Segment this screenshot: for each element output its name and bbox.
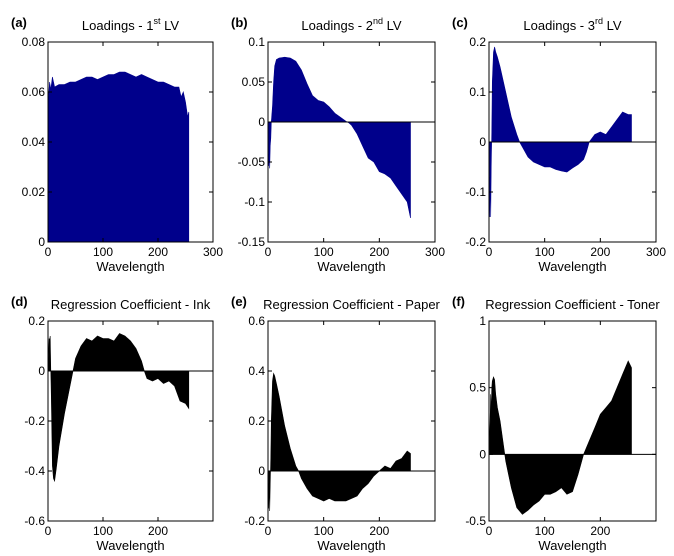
x-tick-label: 200 [590,245,610,259]
y-tick-label: 0.4 [248,364,265,378]
y-tick-label: -0.6 [24,514,45,528]
y-tick-label: -0.2 [24,414,45,428]
panel-b: 0 100 200 300 -0.15 -0.1 -0.05 0 0.05 0.1 Waveleng… [231,15,445,274]
panel-e: 0 100 200-0.200.20.40.6WavelengthRegressio… [231,294,441,553]
panel-title-main: Loadings - 2 [301,18,373,33]
panel-c: 0 100 200 300 -0.2 -0.1 0 0.1 0.2 Wavelength Loadi… [452,15,666,274]
y-tick-label: 0.1 [469,85,486,99]
panel-title-end: LV [161,18,180,33]
x-tick-label: 300 [425,245,445,259]
x-tick-label: 0 [265,524,272,538]
x-axis-label: Wavelength [317,259,385,274]
panel-d: 0 100 200 -0.6 -0.4 -0.2 0 0.2 Wavelength Regress… [11,294,214,553]
y-tick-label: 0 [38,364,45,378]
y-tick-label: 0.2 [28,314,45,328]
panel-title-sup: st [153,16,161,26]
x-tick-label: 0 [45,524,52,538]
y-tick-label: -0.2 [465,235,486,249]
y-tick-label: -0.1 [465,185,486,199]
y-tick-label: 0.2 [469,35,486,49]
x-tick-label: 100 [535,524,555,538]
x-tick-label: 100 [535,245,555,259]
y-tick-label: 0 [38,235,45,249]
series-area [489,46,632,218]
panel-label: (a) [11,15,27,30]
x-tick-label: 300 [646,245,666,259]
x-axis-label: Wavelength [96,259,164,274]
x-tick-label: 200 [148,245,168,259]
y-tick-label: 0.02 [22,185,46,199]
panel-label: (d) [11,294,28,309]
x-tick-label: 200 [369,524,389,538]
series-area [48,333,190,483]
axes-frame [488,320,657,522]
y-tick-label: 0.06 [22,85,46,99]
x-axis-label: Wavelength [538,538,606,553]
y-tick-label: 0 [479,135,486,149]
y-tick-label: 0.08 [22,35,46,49]
y-tick-label: 0 [479,447,486,461]
panel-title: Loadings - 1st LV [82,16,179,33]
x-tick-label: 0 [45,245,52,259]
panel-title-sup: nd [373,16,383,26]
panel-label: (e) [231,294,247,309]
y-tick-label: 0.1 [248,35,265,49]
panel-title-end: LV [603,18,622,33]
series-area [268,56,411,219]
x-tick-label: 100 [93,245,113,259]
panel-label: (f) [452,294,465,309]
panel-label: (b) [231,15,248,30]
panel-title: Loadings - 2nd LV [301,16,401,33]
panel-title-main: Regression Coefficient - Ink [51,297,211,312]
panel-label: (c) [452,15,468,30]
series-area [268,372,411,512]
panel-title-main: Loadings - 3 [523,18,595,33]
y-tick-label: -0.5 [465,514,486,528]
panel-title-end: LV [383,18,402,33]
axes-frame [267,41,436,243]
x-tick-label: 200 [590,524,610,538]
x-tick-label: 0 [486,245,493,259]
panel-a: 0 100 200 300 0 0.02 0.04 0.06 0.08 Wavelength Loa… [11,15,223,274]
panel-title-main: Regression Coefficient - Toner [485,297,660,312]
x-tick-label: 100 [314,524,334,538]
series-area [489,360,632,515]
x-tick-label: 0 [265,245,272,259]
x-tick-label: 200 [148,524,168,538]
x-tick-label: 200 [369,245,389,259]
x-axis-label: Wavelength [317,538,385,553]
series-area [48,71,190,243]
panel-title: Regression Coefficient - Ink [51,297,211,312]
x-tick-label: 0 [486,524,493,538]
panel-title: Loadings - 3rd LV [523,16,621,33]
y-tick-label: -0.15 [238,235,266,249]
y-tick-label: -0.05 [238,155,266,169]
y-tick-label: 0 [258,115,265,129]
x-axis-label: Wavelength [96,538,164,553]
panel-title: Regression Coefficient - Toner [485,297,660,312]
y-tick-label: 0.2 [248,414,265,428]
x-axis-label: Wavelength [538,259,606,274]
x-tick-label: 300 [203,245,223,259]
panel-title-main: Loadings - 1 [82,18,154,33]
y-tick-label: -0.1 [244,195,265,209]
x-tick-label: 100 [93,524,113,538]
x-tick-label: 100 [314,245,334,259]
y-tick-label: 0 [258,464,265,478]
y-tick-label: 0.5 [469,381,486,395]
y-tick-label: -0.2 [244,514,265,528]
y-tick-label: 0.6 [248,314,265,328]
y-tick-label: 1 [479,314,486,328]
y-tick-label: 0.04 [22,135,46,149]
y-tick-label: 0.05 [242,75,266,89]
y-tick-label: -0.4 [24,464,45,478]
panel-title-sup: rd [595,16,603,26]
panel-title: Regression Coefficient - Paper [263,297,440,312]
panel-title-main: Regression Coefficient - Paper [263,297,440,312]
